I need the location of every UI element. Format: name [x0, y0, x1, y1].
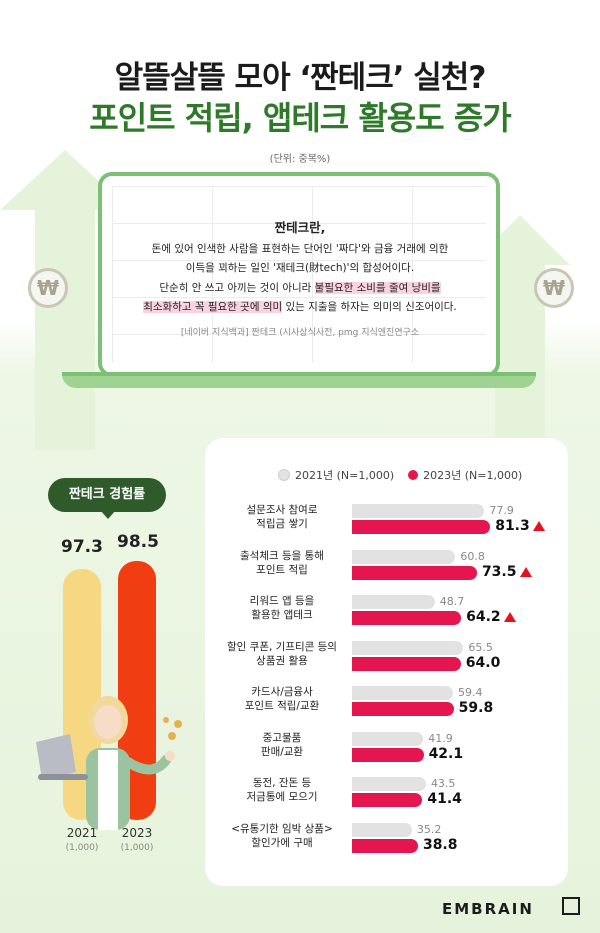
- category-label: 카드사/금융사 포인트 적립/교환: [244, 686, 320, 712]
- definition-line: 최소화하고 꼭 필요한 곳에 의미 있는 지출을 하자는 의미의 신조어이다.: [143, 301, 457, 313]
- legend-swatch: [408, 470, 419, 480]
- increase-triangle-icon: [519, 566, 532, 577]
- value-label-2021: 65.5: [468, 640, 493, 654]
- bar-2023: [352, 565, 477, 580]
- bar-2021: [352, 549, 456, 564]
- bar-2023: [352, 611, 462, 625]
- chart-legend: 2021년 (N=1,000) 2023년 (N=1,000): [278, 467, 522, 483]
- bar-2021: [352, 595, 435, 609]
- increase-triangle-icon: [504, 612, 517, 622]
- value-label-2021: 59.4: [457, 686, 483, 699]
- value-label-2021: 77.9: [489, 504, 514, 517]
- year-label-2023: 2023 (1,000): [120, 826, 154, 853]
- increase-triangle-icon: [533, 521, 546, 531]
- category-label: 출석체크 등을 통해 포인트 적립: [240, 549, 324, 576]
- value-label-2021: 48.7: [439, 595, 465, 608]
- definition-text: 짠테크란, 돈에 있어 인색한 사람을 표현하는 단어인 '짜다'와 금융 거래…: [104, 218, 496, 343]
- experience-rate-pill: 짠테크 경험률: [48, 478, 166, 512]
- legend-item-2021: 2021년 (N=1,000): [278, 467, 394, 483]
- won-coin-icon: ₩: [534, 268, 574, 308]
- value-label-2023: 98.5: [117, 532, 159, 552]
- bar-2023: [352, 838, 418, 853]
- bar-2021: [352, 504, 485, 518]
- unit-label: (단위: 중복%): [269, 154, 331, 165]
- definition-line: 이득을 꾀하는 일인 '재테크(財tech)'의 합성어이다.: [185, 262, 415, 274]
- category-label: 중고물품 판매/교환: [260, 731, 304, 758]
- year-label-2021: 2021 (1,000): [65, 826, 99, 853]
- won-coin-icon: ₩: [28, 268, 68, 308]
- value-label-2021: 97.3: [61, 537, 103, 557]
- value-label-2021: 35.2: [416, 822, 442, 836]
- definition-line: 단순히 안 쓰고 아끼는 것이 아니라 불필요한 소비를 줄여 낭비를: [159, 281, 441, 294]
- value-label-2023: 59.8: [458, 700, 494, 716]
- definition-line: 돈에 있어 인색한 사람을 표현하는 단어인 '짜다'와 금융 거래에 의한: [151, 242, 449, 255]
- bar-2023: [352, 747, 424, 762]
- bar-2023: [352, 520, 491, 534]
- highlight-text: 불필요한 소비를 줄여 낭비를: [314, 281, 441, 294]
- brand-logo: EMBRAIN: [442, 900, 534, 918]
- bar-2021: [352, 777, 426, 791]
- person-with-laptop-illustration: [36, 696, 182, 830]
- highlight-text: 최소화하고 꼭 필요한 곳에 의미: [143, 301, 283, 313]
- bar-2021: [352, 822, 412, 837]
- laptop-screen: [98, 172, 500, 377]
- value-label-2023: 38.8: [422, 836, 458, 853]
- definition-heading: 짠테크란,: [274, 220, 326, 235]
- category-label: 할인 쿠폰, 기프티콘 등의 상품권 활용: [227, 640, 337, 667]
- page-subtitle: 포인트 적립, 앱테크 활용도 증가: [89, 99, 511, 137]
- value-label-2023: 64.0: [465, 654, 501, 671]
- bar-2021: [352, 640, 464, 655]
- value-label-2021: 43.5: [430, 777, 456, 790]
- category-label: <유통기한 임박 상품> 할인가에 구매: [231, 822, 333, 849]
- bar-2023: [352, 793, 423, 807]
- bar-2023: [352, 656, 461, 671]
- category-label: 리워드 앱 등을 활용한 앱테크: [249, 595, 315, 621]
- page-title: 알뜰살뜰 모아 ‘짠테크’ 실천?: [114, 60, 487, 96]
- category-label: 설문조사 참여로 적립금 쌓기: [246, 504, 318, 530]
- bar-2023: [352, 702, 454, 716]
- arrow-up-icon: [0, 150, 130, 450]
- value-label-2023: 81.3: [495, 518, 530, 534]
- legend-item-2023: 2023년 (N=1,000): [408, 467, 522, 483]
- category-label: 동전, 잔돈 등 저금통에 모으기: [246, 777, 318, 803]
- bar-2021: [352, 731, 424, 746]
- bar-2021: [352, 686, 453, 700]
- value-label-2023: 73.5: [481, 563, 517, 580]
- value-label-2021: 41.9: [428, 731, 453, 745]
- definition-source: [네이버 지식백과] 짠테크 (시사상식사전, pmg 지식엔진연구소: [180, 327, 420, 338]
- value-label-2021: 60.8: [460, 549, 485, 563]
- brand-logo-icon: [562, 897, 580, 915]
- value-label-2023: 41.4: [427, 791, 462, 807]
- legend-swatch: [278, 469, 290, 481]
- value-label-2023: 42.1: [428, 745, 464, 762]
- laptop-base: [62, 374, 536, 388]
- value-label-2023: 64.2: [466, 609, 501, 625]
